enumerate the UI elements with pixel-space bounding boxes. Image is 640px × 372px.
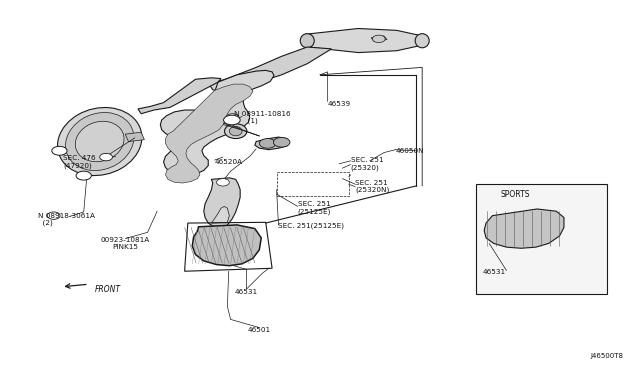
Ellipse shape	[415, 34, 429, 48]
Ellipse shape	[300, 34, 314, 48]
Text: 46501: 46501	[248, 327, 271, 333]
Ellipse shape	[229, 126, 242, 136]
Circle shape	[76, 171, 92, 180]
Polygon shape	[166, 84, 253, 183]
Ellipse shape	[58, 108, 142, 176]
Text: FRONT: FRONT	[95, 285, 121, 294]
Ellipse shape	[76, 121, 124, 162]
Circle shape	[216, 179, 229, 186]
Text: 46050N: 46050N	[396, 148, 424, 154]
Circle shape	[47, 212, 60, 219]
Circle shape	[259, 138, 276, 148]
Text: SEC. 251
(25320): SEC. 251 (25320)	[351, 157, 383, 170]
Text: J46500T8: J46500T8	[590, 353, 623, 359]
Bar	[476, 184, 607, 294]
Circle shape	[100, 153, 113, 161]
Polygon shape	[125, 132, 145, 141]
Polygon shape	[211, 206, 229, 223]
Polygon shape	[484, 209, 564, 248]
Polygon shape	[307, 29, 422, 52]
Polygon shape	[371, 36, 387, 41]
Text: 46520A: 46520A	[214, 159, 243, 165]
Ellipse shape	[65, 112, 134, 170]
Circle shape	[223, 115, 240, 125]
Circle shape	[372, 35, 385, 42]
Text: N 08911-10816
      (1): N 08911-10816 (1)	[234, 111, 291, 124]
Text: 00923-1081A
PINK15: 00923-1081A PINK15	[100, 237, 150, 250]
Polygon shape	[192, 225, 261, 266]
Circle shape	[273, 137, 290, 147]
Text: SEC. 251
(25320N): SEC. 251 (25320N)	[355, 180, 389, 193]
Circle shape	[52, 146, 67, 155]
Text: 46539: 46539	[328, 102, 351, 108]
Text: 46531: 46531	[235, 289, 258, 295]
Polygon shape	[138, 78, 221, 114]
Circle shape	[226, 114, 239, 121]
Polygon shape	[210, 47, 332, 92]
Text: 46531: 46531	[483, 269, 506, 275]
Polygon shape	[161, 70, 274, 176]
Text: SEC. 251(25125E): SEC. 251(25125E)	[278, 223, 344, 229]
Text: SPORTS: SPORTS	[500, 190, 529, 199]
Polygon shape	[204, 178, 240, 228]
Polygon shape	[255, 137, 289, 150]
Text: SEC. 476
(47920): SEC. 476 (47920)	[63, 155, 96, 169]
Text: SEC. 251
(25125E): SEC. 251 (25125E)	[298, 202, 331, 215]
Ellipse shape	[225, 124, 247, 138]
Text: N 08918-3061A
  (2): N 08918-3061A (2)	[38, 213, 95, 226]
